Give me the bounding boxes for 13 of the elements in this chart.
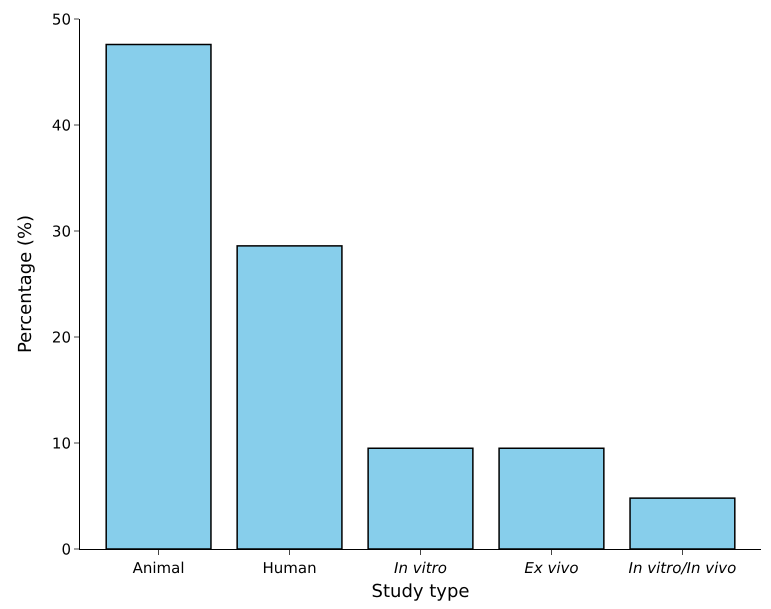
y-tick-label: 10 [52, 434, 71, 452]
x-tick-label: Human [262, 559, 317, 577]
x-tick-label: In vitro [394, 559, 447, 577]
y-tick-label: 50 [52, 10, 71, 28]
y-tick-label: 30 [52, 222, 71, 240]
x-tick-label: Animal [132, 559, 185, 577]
y-tick-label: 0 [61, 540, 71, 558]
y-tick-label: 20 [52, 328, 71, 346]
x-tick-label: Ex vivo [524, 559, 579, 577]
y-axis-title: Percentage (%) [15, 214, 36, 354]
x-tick-label: In vitro/In vivo [628, 559, 736, 577]
x-axis-title: Study type [372, 581, 470, 602]
y-tick-label: 40 [52, 116, 71, 134]
